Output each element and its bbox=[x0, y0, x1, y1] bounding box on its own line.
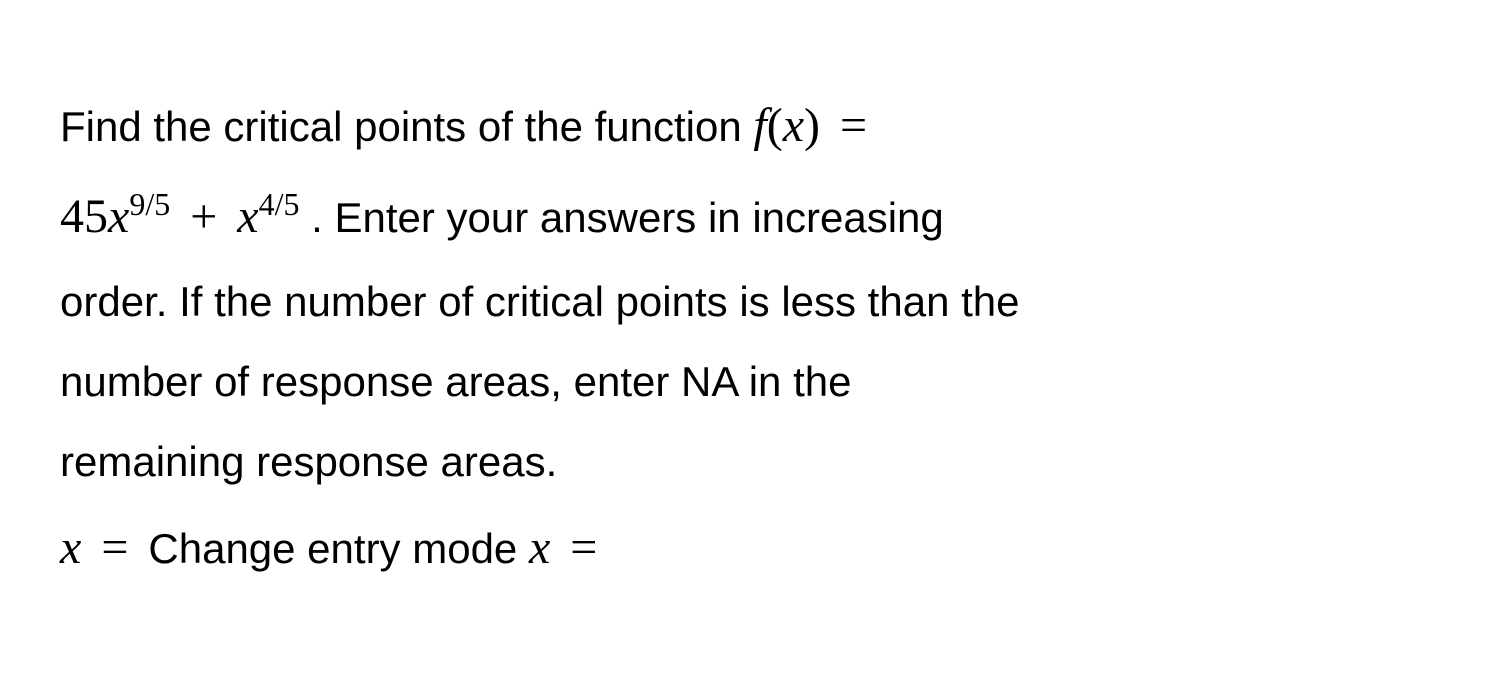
exponent-2: 4/5 bbox=[259, 186, 300, 222]
answer-x-2: x bbox=[529, 521, 550, 574]
answer-equals-2: = bbox=[550, 521, 605, 574]
line-3: order. If the number of critical points … bbox=[60, 262, 1440, 342]
line-1: Find the critical points of the function… bbox=[60, 80, 1440, 171]
line-6: x = Change entry mode x = bbox=[60, 502, 1440, 593]
equals-sign-1: = bbox=[820, 99, 875, 152]
term1-x: x bbox=[108, 190, 129, 243]
problem-text: Find the critical points of the function… bbox=[60, 80, 1440, 593]
line-4: number of response areas, enter NA in th… bbox=[60, 342, 1440, 422]
function-f: f bbox=[753, 99, 766, 152]
answer-equals-1: = bbox=[81, 521, 148, 574]
exponent-1: 9/5 bbox=[129, 186, 170, 222]
intro-text: Find the critical points of the function bbox=[60, 103, 753, 150]
change-entry-mode-link[interactable]: Change entry mode bbox=[148, 525, 529, 572]
plus-sign: + bbox=[170, 190, 237, 243]
function-variable-x: x bbox=[783, 99, 804, 152]
paren-open: ( bbox=[767, 99, 783, 152]
term2-x: x bbox=[237, 190, 258, 243]
text-after-formula: . Enter your answers in increasing bbox=[299, 194, 943, 241]
paren-close: ) bbox=[804, 99, 820, 152]
coefficient-45: 45 bbox=[60, 190, 108, 243]
line-2: 45x9/5 + x4/5 . Enter your answers in in… bbox=[60, 171, 1440, 262]
line-5: remaining response areas. bbox=[60, 422, 1440, 502]
answer-x-1: x bbox=[60, 521, 81, 574]
